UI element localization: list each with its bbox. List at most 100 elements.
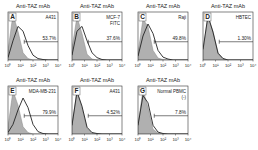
plot-area <box>8 91 58 134</box>
x-tick-label: 10³ <box>106 63 113 68</box>
x-tick <box>228 60 229 62</box>
x-tick <box>8 60 9 62</box>
x-tick-label: 10² <box>94 137 101 142</box>
gate <box>88 115 122 116</box>
plot-area <box>138 90 188 134</box>
panel-box <box>204 13 211 21</box>
x-tick-label: 10⁰ <box>135 137 142 142</box>
gate-end <box>24 114 25 118</box>
x-tick <box>150 134 151 136</box>
x-tick-label: 10¹ <box>147 63 154 68</box>
gate-end <box>219 40 220 44</box>
frame <box>72 12 122 60</box>
x-tick <box>203 60 204 62</box>
gate-end <box>24 40 25 44</box>
x-tick-label: 10⁰ <box>69 63 76 68</box>
x-tick <box>163 134 164 136</box>
annotation: HBTEC <box>236 15 252 20</box>
panel: Anti-TAZ mAbAA43153.7%10⁰10¹10²10³10⁴ <box>5 3 62 68</box>
stained-histogram <box>138 96 188 134</box>
gate-end <box>154 114 155 118</box>
frame <box>8 86 58 134</box>
x-tick-label: 10¹ <box>81 137 88 142</box>
x-tick <box>58 134 59 136</box>
x-tick <box>72 134 73 136</box>
x-tick <box>122 134 123 136</box>
panel-label: F <box>75 87 79 94</box>
annotation: MDA-MB-231 <box>29 89 57 94</box>
x-tick-label: 10⁰ <box>135 63 142 68</box>
x-tick <box>72 60 73 62</box>
panel-box <box>9 87 16 95</box>
x-tick <box>215 60 216 62</box>
x-tick-label: 10³ <box>237 63 244 68</box>
x-tick <box>20 60 21 62</box>
control-histogram <box>72 17 122 60</box>
panel-label: A <box>10 13 15 20</box>
x-tick-label: 10⁴ <box>250 63 257 68</box>
x-tick-label: 10² <box>160 137 167 142</box>
panel-box <box>73 87 80 95</box>
annotation: MCF-7 <box>106 15 120 20</box>
x-tick <box>138 134 139 136</box>
panel-label: D <box>205 13 210 20</box>
x-tick-label: 10³ <box>172 63 179 68</box>
plot-area <box>138 19 188 60</box>
control-histogram <box>8 91 58 134</box>
annotation: Normal PBMC <box>157 89 187 94</box>
plot-area <box>203 16 253 60</box>
annotation: Raji <box>178 15 186 20</box>
x-tick <box>109 60 110 62</box>
annotation: 79.9% <box>42 110 56 115</box>
frame <box>8 12 58 60</box>
title: Anti-TAZ mAb <box>146 77 180 83</box>
stained-histogram <box>203 16 253 60</box>
annotation: 1.30% <box>237 36 251 41</box>
x-tick-label: 10² <box>160 63 167 68</box>
stained-histogram <box>138 24 188 60</box>
x-tick-label: 10¹ <box>212 63 219 68</box>
x-tick <box>20 134 21 136</box>
x-tick <box>45 134 46 136</box>
x-tick-label: 10⁴ <box>55 63 62 68</box>
annotation: A431 <box>109 89 120 94</box>
control-histogram <box>138 90 188 134</box>
x-tick <box>175 60 176 62</box>
frame <box>203 12 253 60</box>
x-tick-label: 10¹ <box>147 137 154 142</box>
x-tick <box>84 134 85 136</box>
gate <box>154 115 188 116</box>
panel: Anti-TAZ mAbDHBTEC1.30%10⁰10¹10²10³10⁴ <box>200 3 257 68</box>
x-tick-label: 10³ <box>42 63 49 68</box>
figure: Anti-TAZ mAbAA43153.7%10⁰10¹10²10³10⁴Ant… <box>0 0 258 150</box>
x-tick-label: 10⁰ <box>5 137 12 142</box>
x-tick-label: 10³ <box>106 137 113 142</box>
x-tick-label: 10⁴ <box>55 137 62 142</box>
x-tick-label: 10² <box>30 63 37 68</box>
x-tick <box>33 60 34 62</box>
panel-label: B <box>74 13 79 20</box>
panel-box <box>139 87 146 95</box>
x-tick-label: 10¹ <box>17 63 24 68</box>
x-tick <box>240 60 241 62</box>
title: Anti-TAZ mAb <box>211 3 245 9</box>
panel-label: G <box>140 87 145 94</box>
x-tick <box>58 60 59 62</box>
gate <box>154 41 188 42</box>
panel: Anti-TAZ mAbCRaji49.8%10⁰10¹10²10³10⁴ <box>135 3 192 68</box>
title: Anti-TAZ mAb <box>16 3 50 9</box>
x-tick <box>253 60 254 62</box>
frame <box>138 86 188 134</box>
title: Anti-TAZ mAb <box>16 77 50 83</box>
panel: Anti-TAZ mAbBMCF-7FITC37.6%10⁰10¹10²10³1… <box>69 3 126 68</box>
gate <box>88 41 122 42</box>
x-tick-label: 10³ <box>42 137 49 142</box>
control-histogram <box>72 91 122 134</box>
x-tick-label: 10¹ <box>81 63 88 68</box>
plot-area <box>72 17 122 60</box>
gate <box>219 41 253 42</box>
x-tick-label: 10⁰ <box>200 63 207 68</box>
title: Anti-TAZ mAb <box>80 77 114 83</box>
x-tick-label: 10² <box>30 137 37 142</box>
x-tick-label: 10⁴ <box>119 63 126 68</box>
